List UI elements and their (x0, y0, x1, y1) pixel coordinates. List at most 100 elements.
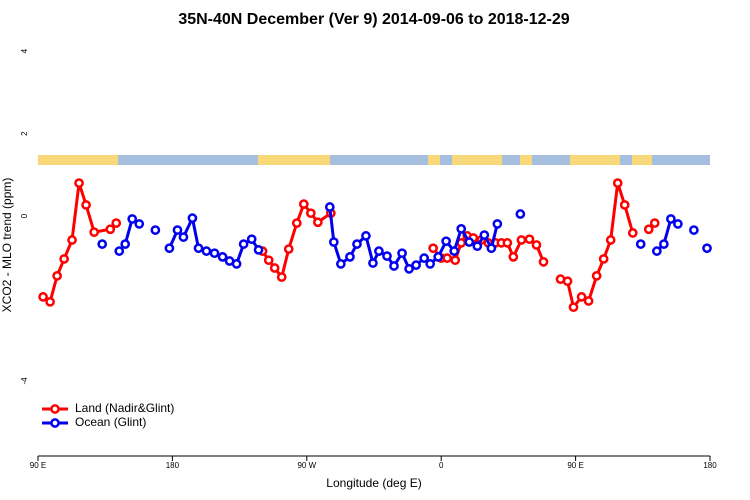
data-point (576, 292, 587, 302)
data-point (568, 302, 579, 313)
data-point (598, 254, 609, 264)
data-point (456, 224, 467, 234)
data-point (486, 243, 497, 254)
data-point (120, 239, 131, 249)
y-tick-label: 4 (20, 48, 29, 53)
data-point (464, 237, 475, 247)
data-point (209, 248, 220, 259)
data-point (305, 208, 316, 219)
data-point (479, 230, 490, 240)
data-point (428, 243, 438, 254)
data-point (627, 228, 638, 238)
x-tick-label: 90 W (297, 461, 316, 470)
data-point (673, 219, 683, 229)
data-point (516, 235, 527, 245)
y-axis-label: XCO2 - MLO trend (ppm) (0, 178, 14, 313)
data-point (361, 231, 371, 241)
data-point (389, 261, 399, 271)
legend-marker (50, 404, 60, 414)
data-point (324, 202, 335, 212)
data-point (635, 239, 646, 249)
data-point (217, 252, 228, 262)
data-point (291, 218, 302, 228)
legend-marker (50, 418, 60, 428)
data-point (702, 243, 712, 254)
data-point (74, 178, 84, 188)
data-point (59, 254, 69, 264)
data-point (172, 225, 183, 235)
data-point (643, 224, 654, 235)
data-point (81, 200, 91, 210)
data-point (164, 243, 175, 254)
data-point (97, 239, 108, 249)
data-point (538, 256, 549, 267)
data-point (583, 296, 594, 306)
x-tick-label: 90 E (567, 461, 583, 470)
data-point (253, 245, 264, 255)
legend-label: Ocean (Glint) (75, 415, 146, 429)
data-point (269, 263, 280, 273)
data-point (419, 253, 430, 263)
chart-title: 35N-40N December (Ver 9) 2014-09-06 to 2… (178, 11, 569, 28)
data-point (345, 252, 355, 262)
data-point (649, 218, 660, 228)
series-line (119, 207, 707, 269)
data-point (502, 238, 513, 248)
data-point (111, 218, 122, 228)
x-tick-label: 90 E (30, 461, 46, 470)
data-point (433, 252, 444, 262)
data-point (382, 251, 392, 261)
data-point (411, 260, 421, 270)
data-point (201, 246, 212, 256)
data-point (374, 246, 384, 256)
data-point (508, 252, 519, 262)
series-line (42, 182, 656, 311)
data-point (492, 219, 503, 229)
data-point (666, 214, 676, 224)
data-point (238, 239, 249, 249)
data-point (231, 259, 242, 269)
data-point (45, 296, 55, 307)
data-point (38, 292, 48, 302)
data-point (515, 209, 526, 219)
y-tick-label: 2 (20, 131, 29, 136)
data-point (352, 239, 362, 249)
data-point (397, 248, 407, 259)
data-point (134, 219, 145, 229)
data-point (89, 227, 99, 238)
data-point (404, 263, 414, 274)
data-point (283, 244, 294, 254)
data-point (263, 255, 274, 266)
data-point (425, 259, 435, 269)
data-point (442, 253, 453, 263)
data-point (605, 235, 616, 245)
x-tick-label: 0 (439, 461, 444, 470)
data-point (659, 239, 669, 249)
x-tick-label: 180 (703, 461, 717, 470)
data-point (562, 276, 573, 287)
data-point (298, 199, 309, 209)
data-point (450, 255, 461, 266)
data-point (178, 232, 189, 242)
data-point (689, 225, 699, 235)
data-point (328, 237, 339, 247)
map-strip (38, 155, 710, 165)
data-point (335, 259, 346, 269)
data-point (246, 234, 257, 245)
data-point (114, 246, 125, 256)
data-point (368, 258, 378, 268)
legend-label: Land (Nadir&Glint) (75, 401, 174, 415)
data-point (127, 214, 138, 224)
data-point (313, 217, 323, 228)
data-point (52, 271, 62, 281)
x-tick-label: 180 (166, 461, 180, 470)
data-point (441, 236, 451, 247)
data-point (193, 243, 204, 254)
data-point (651, 246, 662, 256)
data-point (105, 224, 116, 235)
data-point (472, 241, 483, 252)
data-point (150, 225, 161, 235)
data-point (619, 200, 630, 210)
data-point (67, 235, 77, 245)
data-point (591, 271, 602, 281)
